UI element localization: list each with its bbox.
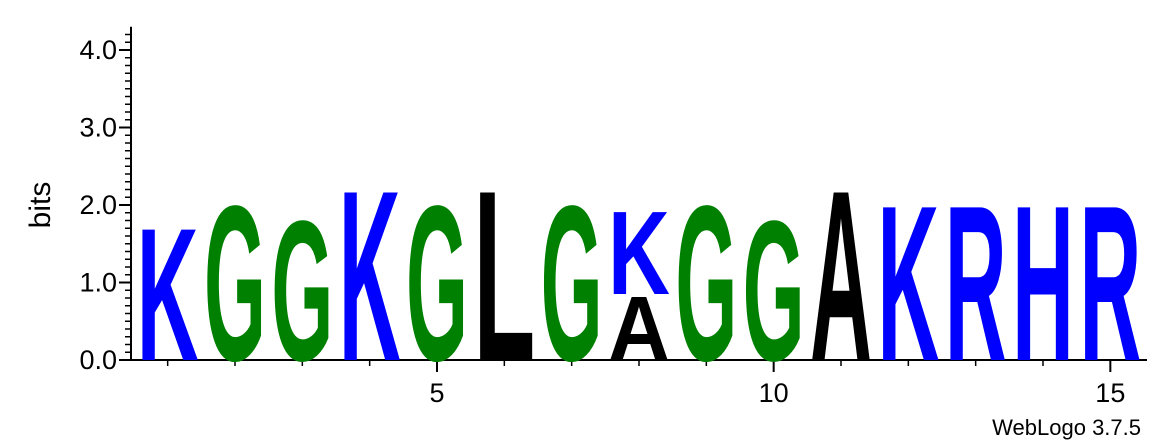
logo-letter-stacks: K G G K G L G AK G G A K R H R <box>137 139 1142 412</box>
logo-letter-K-pos-4: K <box>339 140 401 412</box>
weblogo-credit: WebLogo 3.7.5 <box>992 415 1141 440</box>
x-tick-label: 15 <box>1095 378 1125 408</box>
logo-letter-G-pos-9: G <box>675 160 737 408</box>
logo-letter-A-pos-11: A <box>810 140 872 412</box>
y-tick-label: 3.0 <box>79 113 117 143</box>
y-tick-label: 2.0 <box>79 190 117 220</box>
logo-letter-K-pos-1: K <box>137 190 199 401</box>
y-axis-title: bits <box>24 182 57 229</box>
y-tick-label: 4.0 <box>79 35 117 65</box>
logo-letter-R-pos-15: R <box>1079 159 1141 407</box>
logo-letter-L-pos-6: L <box>473 139 535 412</box>
logo-letter-K-pos-8: K <box>608 186 670 319</box>
x-axis: 5 10 15 <box>131 359 1147 408</box>
logo-letter-G-pos-10: G <box>743 180 805 403</box>
logo-letter-A-pos-8: A <box>608 276 670 379</box>
logo-letter-G-pos-5: G <box>406 160 468 408</box>
logo-letter-K-pos-12: K <box>877 159 939 407</box>
logo-letter-G-pos-3: G <box>271 180 333 403</box>
x-tick-label: 10 <box>759 378 789 408</box>
logo-letter-R-pos-13: R <box>945 159 1007 407</box>
logo-letter-G-pos-2: G <box>204 160 266 408</box>
y-tick-label: 0.0 <box>79 345 117 375</box>
logo-letter-H-pos-14: H <box>1012 159 1074 407</box>
x-tick-label: 5 <box>429 378 444 408</box>
y-tick-label: 1.0 <box>79 268 117 298</box>
logo-letter-G-pos-7: G <box>541 160 603 408</box>
y-axis: 0.0 1.0 2.0 3.0 4.0 <box>79 26 132 375</box>
